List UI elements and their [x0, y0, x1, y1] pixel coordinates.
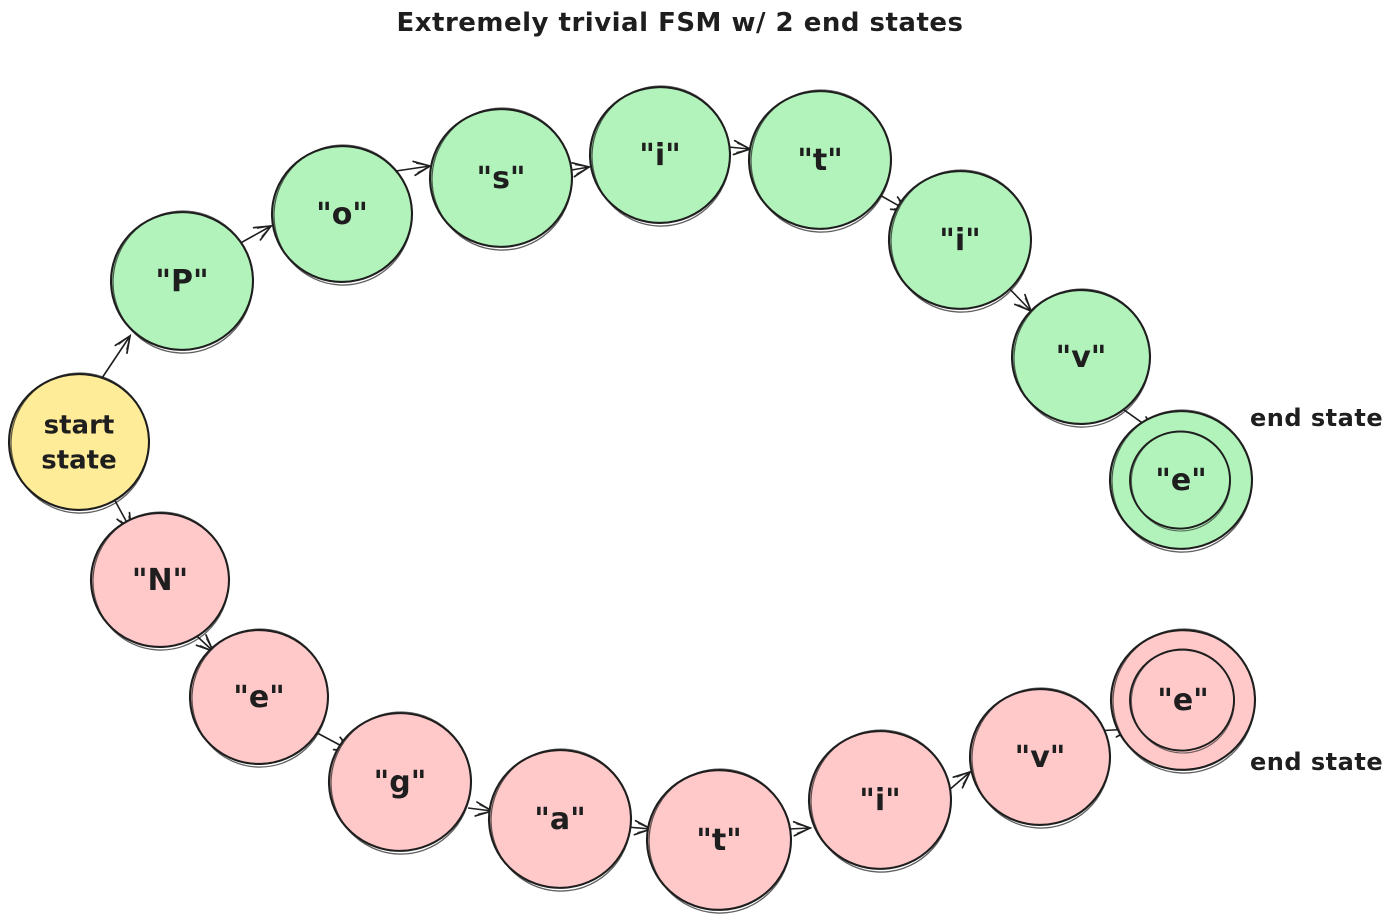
transition-arrow-neg-t-neg-i [788, 828, 810, 829]
end-state-inner-circle-sketch [1130, 648, 1235, 754]
state-label: "P" [155, 264, 208, 299]
end-state-inner-circle-sketch [1130, 430, 1231, 532]
state-node-neg-n: "N" [89, 511, 231, 651]
state-node-neg-a: "a" [487, 748, 633, 892]
state-node-pos-p: "P" [109, 210, 255, 354]
state-label: "e" [1155, 463, 1207, 498]
state-node-pos-e-end: "e" [1108, 409, 1254, 553]
state-node-neg-i: "i" [807, 729, 953, 873]
states-layer: start state "P" "o" "s" "i" "t" "i" "v" "e" "N" "e"… [7, 85, 1257, 914]
transition-arrow-pos-o-pos-s [395, 166, 430, 171]
state-circle-sketch [431, 107, 573, 251]
state-circle-sketch [112, 210, 254, 354]
state-label: "a" [534, 802, 586, 837]
state-label: "i" [939, 223, 981, 258]
transition-arrow-neg-g-neg-a [467, 808, 492, 811]
state-circle-sketch [273, 144, 413, 286]
transition-arrow-pos-i1-pos-t [727, 147, 750, 149]
state-node-neg-v: "v" [968, 687, 1112, 829]
state-node-pos-i1: "i" [588, 85, 732, 227]
state-label: "i" [859, 783, 901, 818]
state-circle-sketch [490, 748, 632, 892]
state-node-pos-i2: "i" [887, 169, 1033, 313]
state-label: "g" [374, 765, 427, 800]
transition-arrow-start-pos-p [101, 336, 130, 379]
state-label: "i" [639, 138, 681, 173]
state-circle-sketch [92, 511, 230, 651]
state-label: "N" [132, 563, 188, 598]
state-label: "e" [1157, 683, 1209, 718]
state-node-neg-e1: "e" [188, 628, 330, 768]
state-circle-sketch [890, 169, 1032, 313]
state-circle-sketch [10, 372, 150, 514]
state-node-pos-o: "o" [270, 144, 414, 286]
state-circle-sketch [971, 687, 1111, 829]
state-label: "e" [233, 680, 285, 715]
state-node-pos-t: "t" [747, 89, 893, 233]
state-circle-sketch [330, 711, 472, 855]
state-circle-sketch [648, 768, 792, 914]
state-circle-sketch [191, 628, 329, 768]
state-label: "s" [476, 161, 525, 196]
state-label: "v" [1015, 740, 1066, 775]
state-circle-sketch [1013, 288, 1151, 428]
state-label: "v" [1056, 340, 1107, 375]
state-circle-sketch [1111, 409, 1253, 553]
state-node-pos-s: "s" [428, 107, 574, 251]
state-circle-sketch [591, 85, 731, 227]
state-label: start state [41, 411, 117, 476]
state-node-pos-v: "v" [1010, 288, 1152, 428]
state-label: "t" [797, 143, 843, 178]
state-node-start: start state [7, 372, 151, 514]
state-node-neg-e-end: "e" [1109, 628, 1257, 774]
state-node-neg-g: "g" [327, 711, 473, 855]
state-label: "o" [316, 197, 368, 232]
diagram-title: Extremely trivial FSM w/ 2 end states [396, 8, 964, 38]
state-circle-sketch [1112, 628, 1256, 774]
end-state-label-negative: end state [1250, 748, 1384, 776]
state-label: "t" [696, 823, 742, 858]
end-state-label-positive: end state [1250, 404, 1384, 432]
transition-arrow-neg-i-neg-v [947, 772, 970, 792]
state-node-neg-t: "t" [645, 768, 793, 914]
state-circle-sketch [810, 729, 952, 873]
state-circle-sketch [750, 89, 892, 233]
